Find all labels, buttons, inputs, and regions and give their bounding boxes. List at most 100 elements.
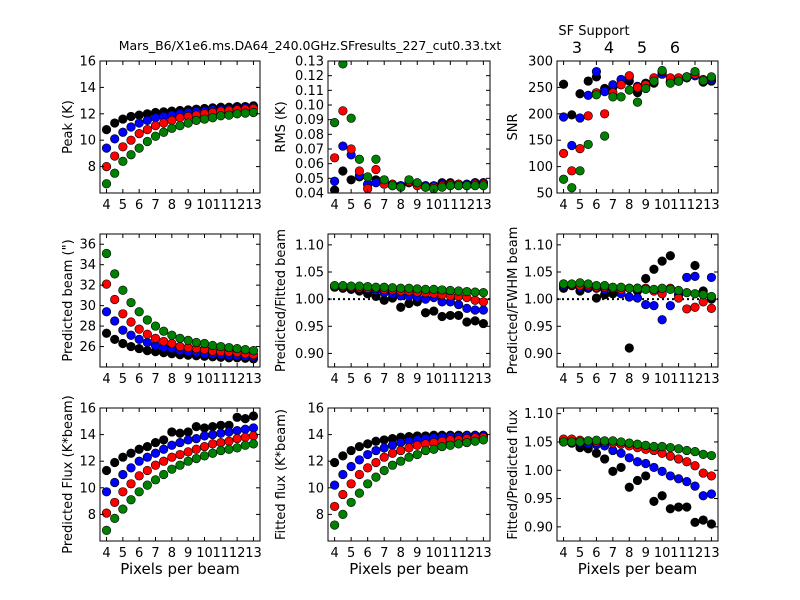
point-fitted_flux-s6-5 (371, 472, 381, 482)
y-tick-label: 0.10 (295, 99, 324, 114)
point-fitted_flux-s6-2 (346, 497, 356, 508)
point-fitted_predicted_flux-s4-11 (649, 462, 659, 473)
point-predicted_fitted-s6-8 (396, 283, 406, 293)
y-tick-label: 1.00 (295, 293, 324, 308)
point-peak-s4-3 (126, 122, 136, 132)
x-tick-label: 8 (625, 198, 633, 213)
point-snr-s4-6 (608, 80, 618, 90)
point-predicted_flux-s5-4 (134, 471, 144, 481)
point-predicted_flux-s4-1 (110, 477, 120, 488)
point-snr-s6-7 (616, 92, 626, 102)
point-snr-s5-5 (600, 109, 610, 119)
point-snr-s5-9 (632, 82, 643, 92)
legend-entry-6: 6 (670, 38, 680, 57)
point-predicted_flux-s4-7 (159, 444, 169, 454)
y-tick-label: 150 (528, 134, 553, 149)
point-predicted_beam-s6-2 (118, 285, 128, 295)
point-fitted_flux-s3-0 (330, 457, 340, 468)
point-predicted_fitted-s4-18 (478, 305, 488, 315)
y-tick-label: 28 (79, 320, 96, 335)
point-fitted_flux-s3-6 (379, 435, 389, 445)
point-predicted_flux-s3-13 (208, 422, 218, 432)
y-tick-label: 250 (528, 81, 553, 96)
point-peak-s6-2 (118, 156, 128, 166)
point-predicted_beam-s4-2 (118, 325, 128, 335)
point-predicted_fwhm-s3-4 (591, 293, 602, 303)
point-predicted_flux-s6-0 (101, 525, 112, 535)
point-predicted_beam-s3-3 (126, 341, 136, 352)
point-snr-s6-10 (641, 83, 651, 94)
y-tick-label: 8 (88, 160, 96, 175)
point-snr-s4-1 (567, 140, 577, 151)
point-peak-s3-4 (134, 110, 144, 120)
point-predicted_fitted-s3-8 (396, 302, 406, 312)
point-predicted_fitted-s3-16 (462, 317, 472, 327)
point-fitted_flux-s4-5 (371, 445, 381, 456)
y-axis-label: Predicted/FWHM beam (506, 227, 521, 375)
y-tick-label: 0.95 (524, 320, 553, 335)
point-predicted_flux-s5-5 (142, 465, 152, 476)
page-title: Mars_B6/X1e6.ms.DA64_240.0GHz.SFresults_… (119, 38, 502, 53)
point-fitted_predicted_flux-s6-4 (591, 435, 602, 445)
y-tick-label: 0.08 (295, 128, 324, 143)
point-fitted_predicted_flux-s3-6 (608, 466, 618, 476)
y-tick-label: 0.12 (295, 69, 324, 84)
x-tick-label: 5 (576, 372, 584, 387)
y-tick-label: 50 (536, 187, 553, 202)
point-predicted_fwhm-s5-16 (690, 302, 700, 312)
point-peak-s6-8 (167, 123, 177, 133)
point-fitted_flux-s4-8 (396, 437, 406, 448)
point-predicted_beam-s5-8 (167, 338, 177, 349)
point-predicted_beam-s4-0 (101, 307, 112, 317)
point-predicted_fitted-s6-10 (412, 284, 422, 294)
point-rms-s6-0 (330, 117, 340, 128)
point-predicted_flux-s6-15 (224, 444, 234, 454)
point-fitted_predicted_flux-s5-16 (690, 461, 700, 471)
x-tick-label: 13 (245, 198, 262, 213)
x-tick-label: 5 (576, 198, 584, 213)
point-predicted_fitted-s6-17 (470, 287, 480, 297)
x-tick-label: 4 (330, 546, 338, 561)
point-rms-s6-2 (346, 113, 356, 123)
point-predicted_fitted-s6-2 (346, 281, 356, 291)
point-fitted_flux-s5-4 (363, 463, 373, 473)
point-fitted_flux-s6-9 (404, 452, 414, 462)
point-predicted_beam-s5-6 (150, 333, 161, 343)
point-predicted_fwhm-s6-9 (632, 283, 643, 293)
x-tick-label: 6 (364, 198, 372, 213)
point-peak-s4-4 (134, 118, 144, 128)
points-fitted_flux (330, 430, 488, 530)
legend-entry-4: 4 (604, 38, 614, 57)
point-predicted_flux-s5-14 (216, 437, 226, 448)
x-tick-label: 13 (703, 372, 720, 387)
y-tick-label: 0.13 (295, 55, 324, 70)
point-fitted_flux-s6-15 (453, 439, 464, 449)
legend-title: SF Support (558, 24, 629, 39)
point-peak-s5-2 (118, 142, 128, 152)
point-fitted_flux-s6-6 (379, 465, 389, 476)
axes-frame (556, 407, 719, 542)
point-snr-s6-2 (575, 166, 585, 176)
point-rms-s6-5 (371, 154, 381, 164)
point-fitted_predicted_flux-s4-8 (624, 453, 634, 463)
y-tick-label: 0.95 (524, 492, 553, 507)
point-predicted_flux-s6-10 (183, 456, 193, 466)
x-tick-label: 10 (196, 198, 213, 213)
x-tick-label: 9 (413, 372, 421, 387)
y-tick-label: 26 (79, 340, 96, 355)
point-fitted_flux-s6-1 (338, 509, 348, 520)
point-predicted_flux-s5-15 (224, 436, 234, 446)
point-predicted_beam-s6-10 (183, 335, 193, 346)
point-fitted_flux-s3-5 (371, 436, 381, 446)
point-rms-s3-1 (338, 166, 348, 176)
point-snr-s6-11 (649, 76, 659, 86)
point-predicted_flux-s3-17 (240, 414, 250, 424)
y-tick-label: 1.00 (524, 464, 553, 479)
point-fitted_flux-s6-10 (412, 449, 422, 460)
point-predicted_flux-s6-3 (126, 495, 136, 505)
point-predicted_flux-s4-8 (167, 440, 177, 450)
x-tick-label: 11 (213, 546, 230, 561)
point-fitted_predicted_flux-s3-15 (682, 502, 692, 512)
point-predicted_fitted-s5-17 (470, 295, 480, 305)
